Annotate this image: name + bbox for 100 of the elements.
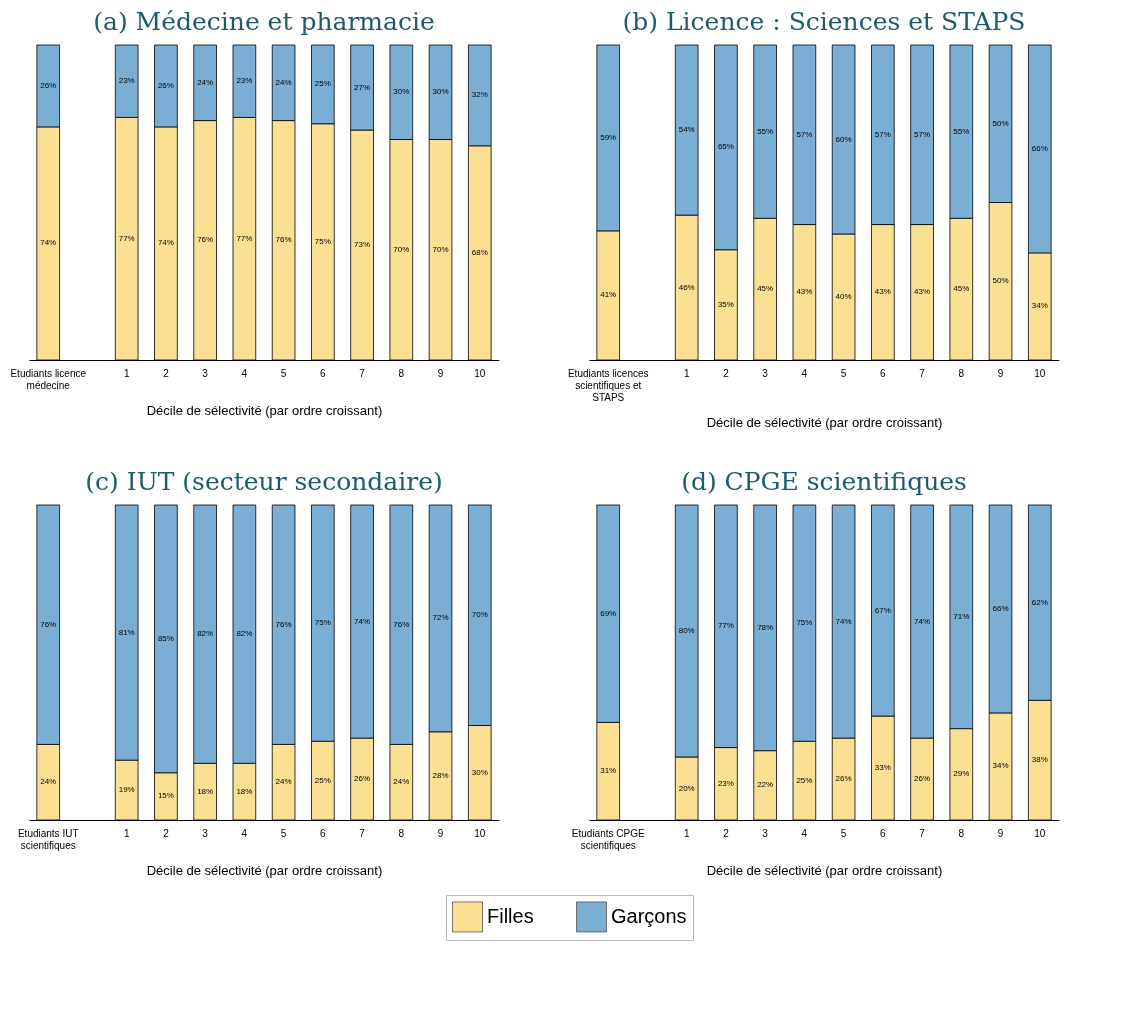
data-label: 43% [796,287,813,297]
data-label: 68% [471,247,488,257]
data-label: 59% [600,132,617,142]
data-label: 30% [432,87,449,97]
x-tick-label: 10 [1034,827,1046,839]
data-label: 54% [678,125,695,135]
data-label: 27% [354,82,371,92]
data-label: 15% [157,791,174,801]
data-label: 26% [354,774,371,784]
data-label: 24% [40,777,57,787]
x-tick-label: 6 [320,827,327,839]
data-label: 24% [275,777,292,787]
data-label: 24% [275,77,292,87]
chart-title: (b) Licence : Sciences et STAPS [622,6,1026,36]
x-tick-label: 3 [762,827,769,839]
data-label: 72% [432,613,449,623]
x-tick-label: Etudiants licence médecine [10,367,87,391]
data-label: 76% [40,619,57,629]
data-label: 18% [197,786,214,796]
data-label: 45% [757,284,774,294]
x-tick-label: 2 [163,827,170,839]
x-tick-label: 4 [241,827,248,839]
data-label: 23% [717,778,734,788]
data-label: 69% [600,608,617,618]
data-label: 60% [835,134,852,144]
x-tick-label: 6 [880,367,887,379]
x-tick-label: 6 [320,367,327,379]
x-tick-label: Etudiants IUT scientifiques [17,827,79,851]
data-label: 22% [757,780,774,790]
x-tick-label: 9 [437,827,444,839]
data-label: 75% [796,618,813,628]
data-label: 46% [678,282,695,292]
x-tick-label: 4 [241,367,248,379]
data-label: 76% [393,619,410,629]
x-tick-label: 10 [1034,367,1046,379]
legend-label: Filles [487,904,534,927]
data-label: 57% [796,129,813,139]
x-tick-label: 7 [359,367,366,379]
x-tick-label: 5 [280,367,287,379]
data-label: 77% [118,233,135,243]
data-label: 75% [314,618,331,628]
x-tick-label: 7 [919,367,926,379]
data-label: 74% [40,238,57,248]
x-tick-label: 4 [801,367,808,379]
data-label: 70% [393,244,410,254]
data-label: 25% [796,775,813,785]
x-axis-title: Décile de sélectivité (par ordre croissant) [706,862,943,878]
data-label: 57% [874,129,891,139]
data-label: 73% [354,240,371,250]
x-tick-label: 9 [437,367,444,379]
x-axis-title: Décile de sélectivité (par ordre croissant) [146,402,383,418]
data-label: 77% [717,621,734,631]
data-label: 43% [874,287,891,297]
chart-title: (c) IUT (secteur secondaire) [85,466,443,496]
x-tick-label: 1 [123,827,130,839]
data-label: 26% [157,80,174,90]
data-label: 19% [118,785,135,795]
data-label: 66% [1031,143,1048,153]
data-label: 30% [393,87,410,97]
x-tick-label: 2 [163,367,170,379]
data-label: 41% [600,290,617,300]
x-tick-label: 2 [723,827,730,839]
x-tick-label: 5 [840,827,847,839]
data-label: 76% [275,235,292,245]
data-label: 67% [874,605,891,615]
x-tick-label: 9 [997,827,1004,839]
data-label: 35% [717,299,734,309]
x-tick-label: 8 [958,827,965,839]
x-axis-title: Décile de sélectivité (par ordre croissant) [146,862,383,878]
x-tick-label: 3 [202,827,209,839]
data-label: 57% [914,129,931,139]
data-label: 55% [757,126,774,136]
x-tick-label: 5 [840,367,847,379]
data-label: 38% [1031,755,1048,765]
data-label: 74% [835,616,852,626]
x-tick-label: 1 [683,367,690,379]
x-tick-label: 3 [202,367,209,379]
data-label: 33% [874,763,891,773]
data-label: 26% [835,774,852,784]
x-axis-title: Décile de sélectivité (par ordre croissant) [706,414,943,430]
x-tick-label: 5 [280,827,287,839]
x-tick-label: 10 [474,827,486,839]
data-label: 66% [992,603,1009,613]
data-label: 50% [992,118,1009,128]
data-label: 20% [678,783,695,793]
chart-title: (a) Médecine et pharmacie [93,6,435,36]
data-label: 24% [197,77,214,87]
data-label: 30% [471,767,488,777]
data-label: 23% [118,76,135,86]
data-label: 26% [914,774,931,784]
data-label: 82% [236,629,253,639]
data-label: 25% [314,775,331,785]
data-label: 25% [314,79,331,89]
data-label: 18% [236,786,253,796]
data-label: 45% [953,284,970,294]
x-tick-label: 6 [880,827,887,839]
data-label: 76% [275,619,292,629]
data-label: 74% [354,616,371,626]
data-label: 70% [471,610,488,620]
x-tick-label: 1 [123,367,130,379]
